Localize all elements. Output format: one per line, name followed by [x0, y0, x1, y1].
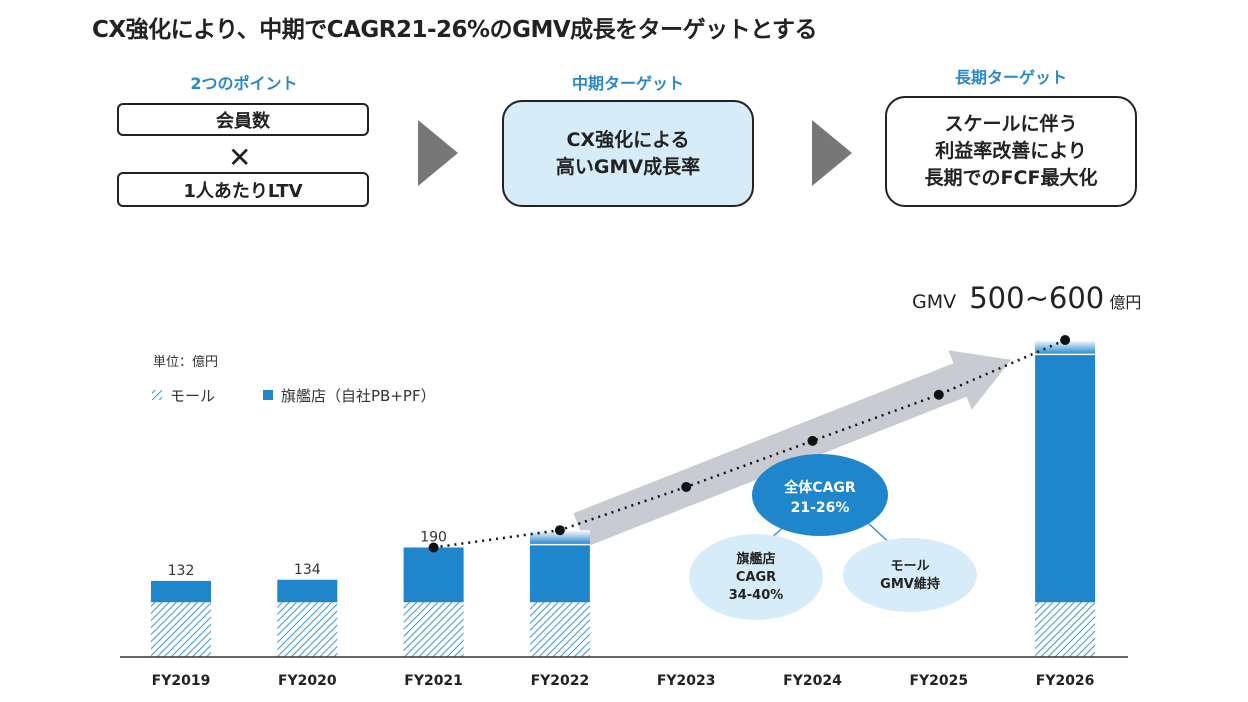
x-tick-FY2019: FY2019	[152, 673, 211, 689]
mid-target-line-1: CX強化による	[566, 128, 690, 151]
flagship-cagr-line-1: 旗艦店	[736, 551, 775, 567]
trend-line	[433, 338, 1066, 549]
legend-mall-label: モール	[170, 387, 215, 405]
bar-mall-FY2022	[529, 602, 590, 657]
bar-flagship-FY2022	[529, 544, 590, 603]
long-target-line-1: スケールに伴う	[944, 113, 1078, 135]
long-target-heading: 長期ターゲット	[954, 68, 1067, 87]
overall-cagr-line-2: 21-26%	[791, 500, 850, 516]
chevron-right-icon	[418, 120, 458, 186]
bar-flagship-FY2021	[403, 547, 464, 603]
mid-target-box: CX強化による 高いGMV成長率	[502, 100, 754, 207]
target-unit: 億円	[1109, 293, 1141, 312]
bar-mall-FY2021	[403, 602, 464, 657]
mall-gmv-bubble	[843, 538, 977, 612]
members-label: 会員数	[216, 110, 270, 132]
trend-point-FY2023	[681, 481, 692, 492]
bar-mall-FY2019	[151, 602, 211, 657]
mall-gmv-line-2: GMV維持	[880, 576, 940, 592]
target-prefix: GMV	[912, 291, 956, 313]
bar-mall-FY2020	[277, 602, 338, 657]
trend-point-FY2025	[933, 389, 944, 400]
mall-gmv-line-1: モール	[890, 559, 929, 574]
bar-flagship-FY2020	[277, 579, 338, 603]
legend-mall-swatch	[152, 390, 162, 400]
long-target-line-2: 利益率改善により	[935, 140, 1087, 162]
legend-flagship-label: 旗艦店（自社PB+PF）	[281, 387, 436, 405]
target-label: GMV 500~600 億円	[912, 281, 1141, 315]
trend-point-FY2021	[428, 542, 439, 553]
target-range: 500~600	[969, 281, 1104, 315]
bar-mall-FY2026	[1035, 602, 1096, 657]
bar-flagship-FY2026	[1035, 354, 1096, 603]
flagship-cagr-bubble	[689, 534, 823, 620]
overall-cagr-bubble	[752, 454, 888, 536]
x-tick-FY2020: FY2020	[278, 673, 337, 689]
unit-label: 単位：億円	[153, 354, 218, 370]
page-title: CX強化により、中期でCAGR21-26%のGMV成長をターゲットとする	[92, 17, 817, 43]
x-tick-FY2023: FY2023	[657, 673, 716, 689]
x-tick-FY2021: FY2021	[404, 673, 463, 689]
trend-point-FY2024	[807, 435, 818, 446]
trend-point-FY2022	[554, 525, 565, 536]
members-box: 会員数	[117, 103, 369, 136]
points-heading: 2つのポイント	[190, 74, 298, 93]
bar-flagship-FY2019	[151, 580, 211, 603]
x-tick-FY2022: FY2022	[531, 673, 590, 689]
x-tick-FY2026: FY2026	[1036, 673, 1095, 689]
mid-target-line-2: 高いGMV成長率	[555, 155, 701, 178]
flagship-cagr-line-3: 34-40%	[729, 588, 784, 603]
chevron-right-icon	[812, 120, 852, 186]
bar-growth-FY2022	[529, 530, 590, 545]
bar-growth-FY2026	[1035, 340, 1096, 355]
flagship-cagr-line-2: CAGR	[736, 570, 776, 585]
multiply-icon: ✕	[228, 141, 252, 174]
data-label-FY2019: 132	[168, 563, 195, 579]
ltv-box: 1人あたりLTV	[117, 172, 369, 207]
growth-arrow	[573, 350, 1012, 547]
long-target-box: スケールに伴う 利益率改善により 長期でのFCF最大化	[885, 96, 1137, 207]
x-tick-FY2025: FY2025	[909, 673, 968, 689]
legend-flagship-swatch	[263, 390, 273, 400]
data-label-FY2020: 134	[294, 562, 321, 578]
trend-point-FY2026	[1060, 335, 1071, 345]
ltv-label: 1人あたりLTV	[183, 180, 303, 202]
long-target-line-3: 長期でのFCF最大化	[924, 167, 1098, 189]
data-label-FY2021: 190	[420, 529, 447, 545]
x-tick-FY2024: FY2024	[783, 673, 842, 689]
overall-cagr-line-1: 全体CAGR	[783, 479, 856, 496]
mid-target-heading: 中期ターゲット	[571, 74, 684, 93]
